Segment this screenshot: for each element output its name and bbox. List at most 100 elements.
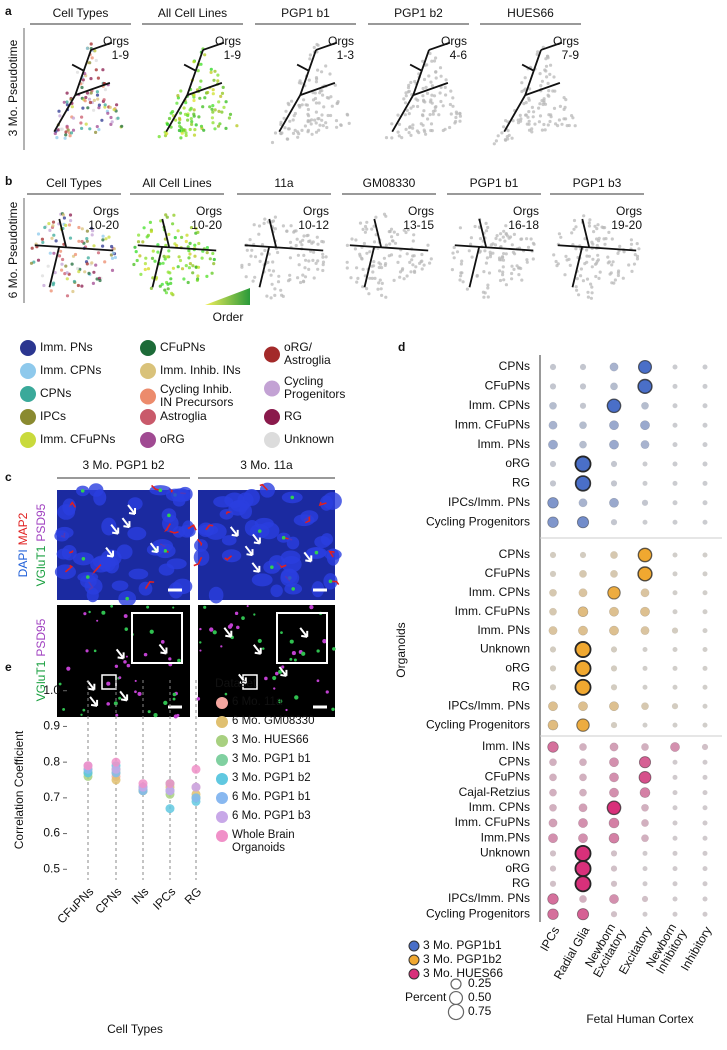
scatter-dot	[65, 91, 69, 95]
legend-label: Cycling	[284, 374, 323, 388]
scatter-dot	[321, 263, 325, 267]
dot	[672, 866, 678, 872]
scatter-dot	[606, 255, 610, 259]
dot	[606, 398, 622, 414]
legend-label: Imm. Inhib. INs	[160, 363, 241, 377]
dot	[672, 835, 678, 841]
scatter-dot	[202, 128, 206, 132]
scatter-dot	[88, 100, 92, 105]
scatter-dot	[421, 94, 425, 98]
scatter-dot	[523, 76, 527, 80]
dot	[702, 896, 708, 902]
scatter-dot	[409, 133, 413, 137]
dot	[609, 772, 619, 783]
scatter-dot	[120, 124, 124, 128]
scatter-dot	[517, 273, 521, 277]
scatter-dot	[77, 239, 81, 243]
x-tick-label: CPNs	[92, 884, 124, 916]
scatter-dot	[273, 227, 277, 231]
point	[165, 779, 175, 789]
scatter-dot	[200, 256, 204, 260]
dot	[639, 787, 651, 798]
scatter-dot	[96, 251, 101, 255]
scatter-dot	[475, 274, 479, 278]
puncta	[173, 714, 178, 719]
scatter-dot	[101, 238, 105, 242]
scatter-dot	[283, 126, 287, 130]
scatter-dot	[64, 133, 68, 137]
dot	[549, 607, 557, 616]
scatter-dot	[321, 255, 325, 259]
dot	[610, 480, 618, 487]
scatter-dot	[281, 294, 285, 298]
scatter-dot	[581, 279, 586, 283]
scatter-dot	[426, 243, 430, 247]
legend-label: Imm. CPNs	[40, 363, 101, 377]
scatter-dot	[188, 108, 192, 112]
dot	[574, 659, 592, 677]
dot	[609, 894, 619, 904]
point	[111, 764, 121, 774]
scatter-dot	[40, 274, 45, 278]
scatter-dot	[199, 79, 203, 83]
puncta	[134, 679, 137, 683]
scatter-dot	[245, 248, 249, 252]
dot	[576, 908, 590, 921]
scatter-dot	[71, 116, 76, 120]
channel-name: VGluT1	[34, 545, 48, 586]
orgs-label: Orgs	[328, 34, 354, 48]
dot	[702, 850, 708, 856]
scatter-dot	[188, 241, 192, 245]
scatter-dot	[95, 90, 99, 94]
dot	[549, 684, 557, 691]
scatter-dot	[87, 271, 91, 275]
scatter-dot	[430, 59, 434, 63]
orgs-label: Orgs	[513, 204, 539, 218]
scatter-dot	[458, 111, 462, 115]
scatter-dot	[176, 265, 180, 269]
scatter-dot	[616, 273, 621, 278]
legend-label: oRG	[160, 432, 185, 446]
scatter-dot	[89, 42, 93, 46]
arrow	[251, 562, 261, 573]
scatter-dot	[406, 86, 411, 90]
puncta	[106, 702, 110, 706]
legend-label: Unknown	[284, 432, 334, 446]
scatter-dot	[151, 249, 155, 253]
dot	[641, 819, 649, 827]
puncta	[93, 649, 97, 653]
scatter-dot	[205, 274, 209, 278]
scatter-dot	[314, 80, 318, 84]
scatter-dot	[496, 134, 500, 138]
scatter-dot	[538, 114, 543, 118]
dot	[577, 606, 589, 618]
dot	[640, 588, 650, 598]
dot	[549, 646, 557, 653]
scatter-dot	[467, 249, 471, 253]
nucleus	[314, 535, 331, 549]
nucleus	[170, 488, 191, 502]
legend-swatch	[216, 811, 228, 823]
scatter-dot	[597, 236, 601, 240]
scatter-dot	[433, 105, 437, 110]
scatter-dot	[345, 260, 349, 264]
arrow	[86, 680, 96, 691]
scatter-dot	[511, 119, 515, 123]
scatter-dot	[451, 251, 455, 255]
scatter-dot	[610, 237, 614, 241]
dot	[609, 701, 619, 712]
scatter-dot	[190, 122, 194, 126]
scatter-dot	[192, 108, 196, 112]
scatter-dot	[196, 274, 200, 278]
micrograph	[57, 604, 190, 719]
dot	[578, 833, 588, 844]
arrow	[252, 644, 262, 655]
scatter-dot	[143, 262, 147, 266]
row-label: Imm. CPNs	[469, 398, 530, 412]
scatter-dot	[454, 119, 458, 124]
scatter-dot	[303, 124, 307, 128]
scatter-dot	[487, 271, 492, 275]
scatter-dot	[398, 270, 403, 274]
scatter-dot	[95, 125, 99, 129]
puncta	[199, 627, 202, 631]
